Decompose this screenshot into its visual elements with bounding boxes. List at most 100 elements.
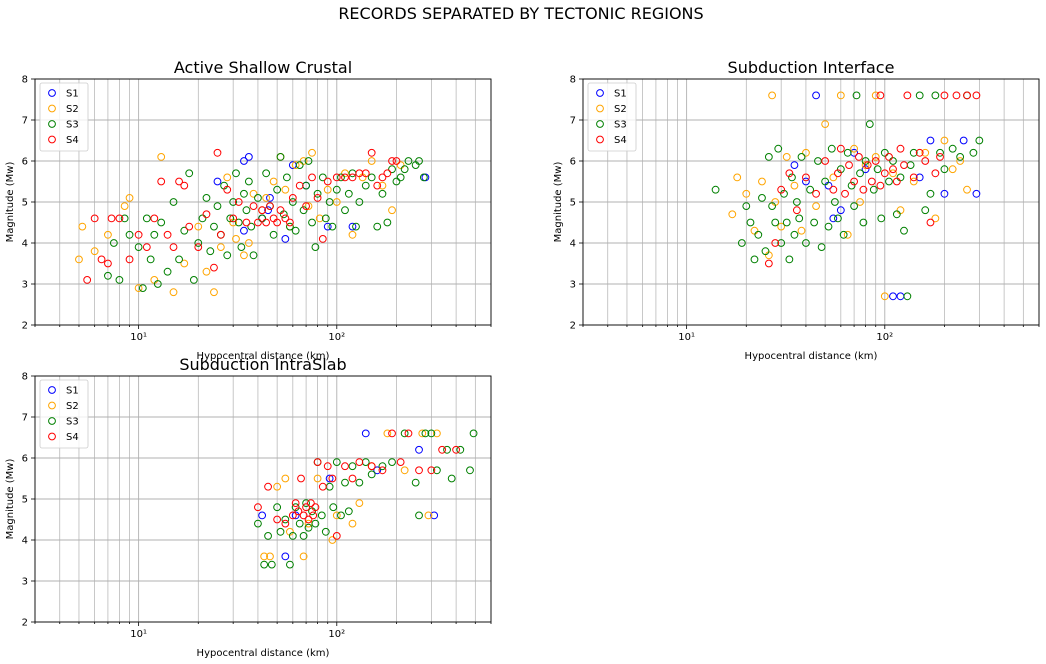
- scatter-point-s4: [332, 532, 341, 540]
- scatter-point-s2: [742, 189, 751, 198]
- scatter-point-s4: [452, 445, 461, 454]
- scatter-point-s2: [216, 243, 225, 252]
- scatter-point-s2: [249, 189, 258, 198]
- scatter-point-s3: [843, 148, 852, 157]
- scatter-point-s1: [926, 136, 935, 145]
- scatter-point-s4: [885, 153, 893, 161]
- scatter-point-s2: [260, 552, 269, 561]
- scatter-point-s3: [427, 429, 436, 438]
- y-tick-label: 3: [570, 280, 576, 291]
- scatter-point-s3: [249, 251, 258, 260]
- legend-label-s3: S3: [66, 417, 79, 428]
- legend-marker-s1: [596, 89, 604, 97]
- scatter-point-s3: [244, 177, 253, 186]
- scatter-point-s2: [758, 177, 766, 186]
- scatter-point-s4: [764, 259, 773, 268]
- scatter-point-s3: [337, 173, 345, 182]
- scatter-point-s3: [198, 214, 207, 223]
- scatter-point-s2: [266, 552, 274, 561]
- plot-title: Active Shallow Crustal: [174, 58, 352, 77]
- scatter-point-s4: [309, 511, 318, 520]
- legend-marker-s1: [48, 89, 56, 97]
- scatter-point-s2: [802, 148, 810, 157]
- scatter-point-s4: [281, 214, 290, 223]
- x-tick-label: 10¹: [130, 332, 147, 343]
- legend-label-s2: S2: [66, 401, 79, 412]
- scatter-point-s3: [344, 507, 353, 516]
- scatter-point-s3: [317, 511, 326, 520]
- scatter-point-s3: [782, 218, 791, 227]
- y-tick-label: 2: [22, 618, 28, 629]
- scatter-point-s3: [797, 153, 806, 161]
- scatter-point-s3: [206, 247, 215, 256]
- scatter-point-s2: [921, 148, 930, 157]
- scatter-point-s3: [931, 91, 940, 100]
- scatter-point-s4: [876, 91, 885, 100]
- scatter-point-s3: [355, 478, 364, 487]
- scatter-point-s2: [348, 230, 357, 239]
- scatter-point-s3: [792, 198, 801, 206]
- scatter-point-s4: [107, 214, 116, 223]
- scatter-point-s2: [194, 222, 203, 231]
- scatter-point-s3: [421, 429, 430, 438]
- scatter-point-s2: [262, 194, 271, 202]
- scatter-point-s3: [295, 161, 304, 170]
- scatter-point-s4: [427, 466, 436, 475]
- scatter-point-s3: [926, 189, 935, 198]
- scatter-point-s1: [361, 429, 370, 438]
- scatter-point-s2: [418, 429, 427, 438]
- scatter-point-s4: [841, 189, 849, 198]
- x-tick-label: 10¹: [130, 629, 147, 640]
- y-tick-label: 5: [570, 198, 576, 209]
- scatter-point-s4: [242, 218, 251, 227]
- legend-box: [39, 82, 89, 152]
- scatter-point-s4: [415, 466, 423, 475]
- scatter-point-s3: [142, 214, 151, 223]
- scatter-point-s4: [921, 157, 930, 165]
- scatter-point-s3: [915, 91, 924, 100]
- scatter-point-s3: [900, 226, 908, 235]
- scatter-point-s3: [956, 153, 965, 161]
- y-tick-label: 8: [22, 372, 28, 383]
- scatter-point-s4: [900, 161, 908, 170]
- scatter-point-s2: [782, 153, 791, 161]
- scatter-point-s3: [273, 503, 282, 512]
- scatter-point-s3: [169, 198, 178, 206]
- scatter-point-s3: [254, 519, 262, 528]
- legend-marker-s1: [48, 386, 56, 394]
- scatter-point-s1: [325, 474, 334, 483]
- y-tick-label: 4: [22, 239, 28, 250]
- scatter-point-s4: [867, 177, 876, 186]
- scatter-point-s3: [175, 255, 183, 264]
- scatter-point-s1: [323, 222, 332, 231]
- y-tick-label: 8: [570, 75, 576, 86]
- legend-label-s2: S2: [66, 104, 79, 115]
- scatter-point-s3: [802, 239, 810, 247]
- scatter-point-s4: [281, 519, 290, 528]
- scatter-point-s3: [311, 519, 320, 528]
- x-axis-label: Hypocentral distance (km): [745, 351, 878, 362]
- scatter-point-s2: [797, 226, 806, 235]
- scatter-point-s3: [411, 478, 420, 487]
- scatter-point-s2: [812, 202, 820, 211]
- scatter-point-s2: [396, 161, 405, 170]
- scatter-point-s3: [892, 210, 901, 219]
- scatter-point-s3: [466, 466, 474, 475]
- scatter-point-s2: [125, 194, 134, 202]
- scatter-point-s4: [821, 157, 830, 165]
- scatter-point-s4: [876, 181, 885, 190]
- scatter-point-s1: [790, 161, 799, 170]
- scatter-point-s3: [404, 157, 413, 165]
- scatter-point-s4: [383, 169, 392, 178]
- scatter-point-s2: [871, 91, 880, 100]
- scatter-point-s1: [281, 552, 290, 561]
- scatter-point-s3: [308, 218, 316, 227]
- scatter-point-s2: [232, 235, 240, 243]
- scatter-point-s3: [880, 148, 889, 157]
- scatter-point-s1: [889, 292, 897, 301]
- scatter-point-s4: [134, 230, 143, 239]
- legend: S1 S2 S3 S4: [39, 379, 89, 449]
- scatter-point-s3: [348, 462, 357, 471]
- scatter-point-s4: [115, 214, 124, 223]
- scatter-point-s3: [810, 218, 819, 227]
